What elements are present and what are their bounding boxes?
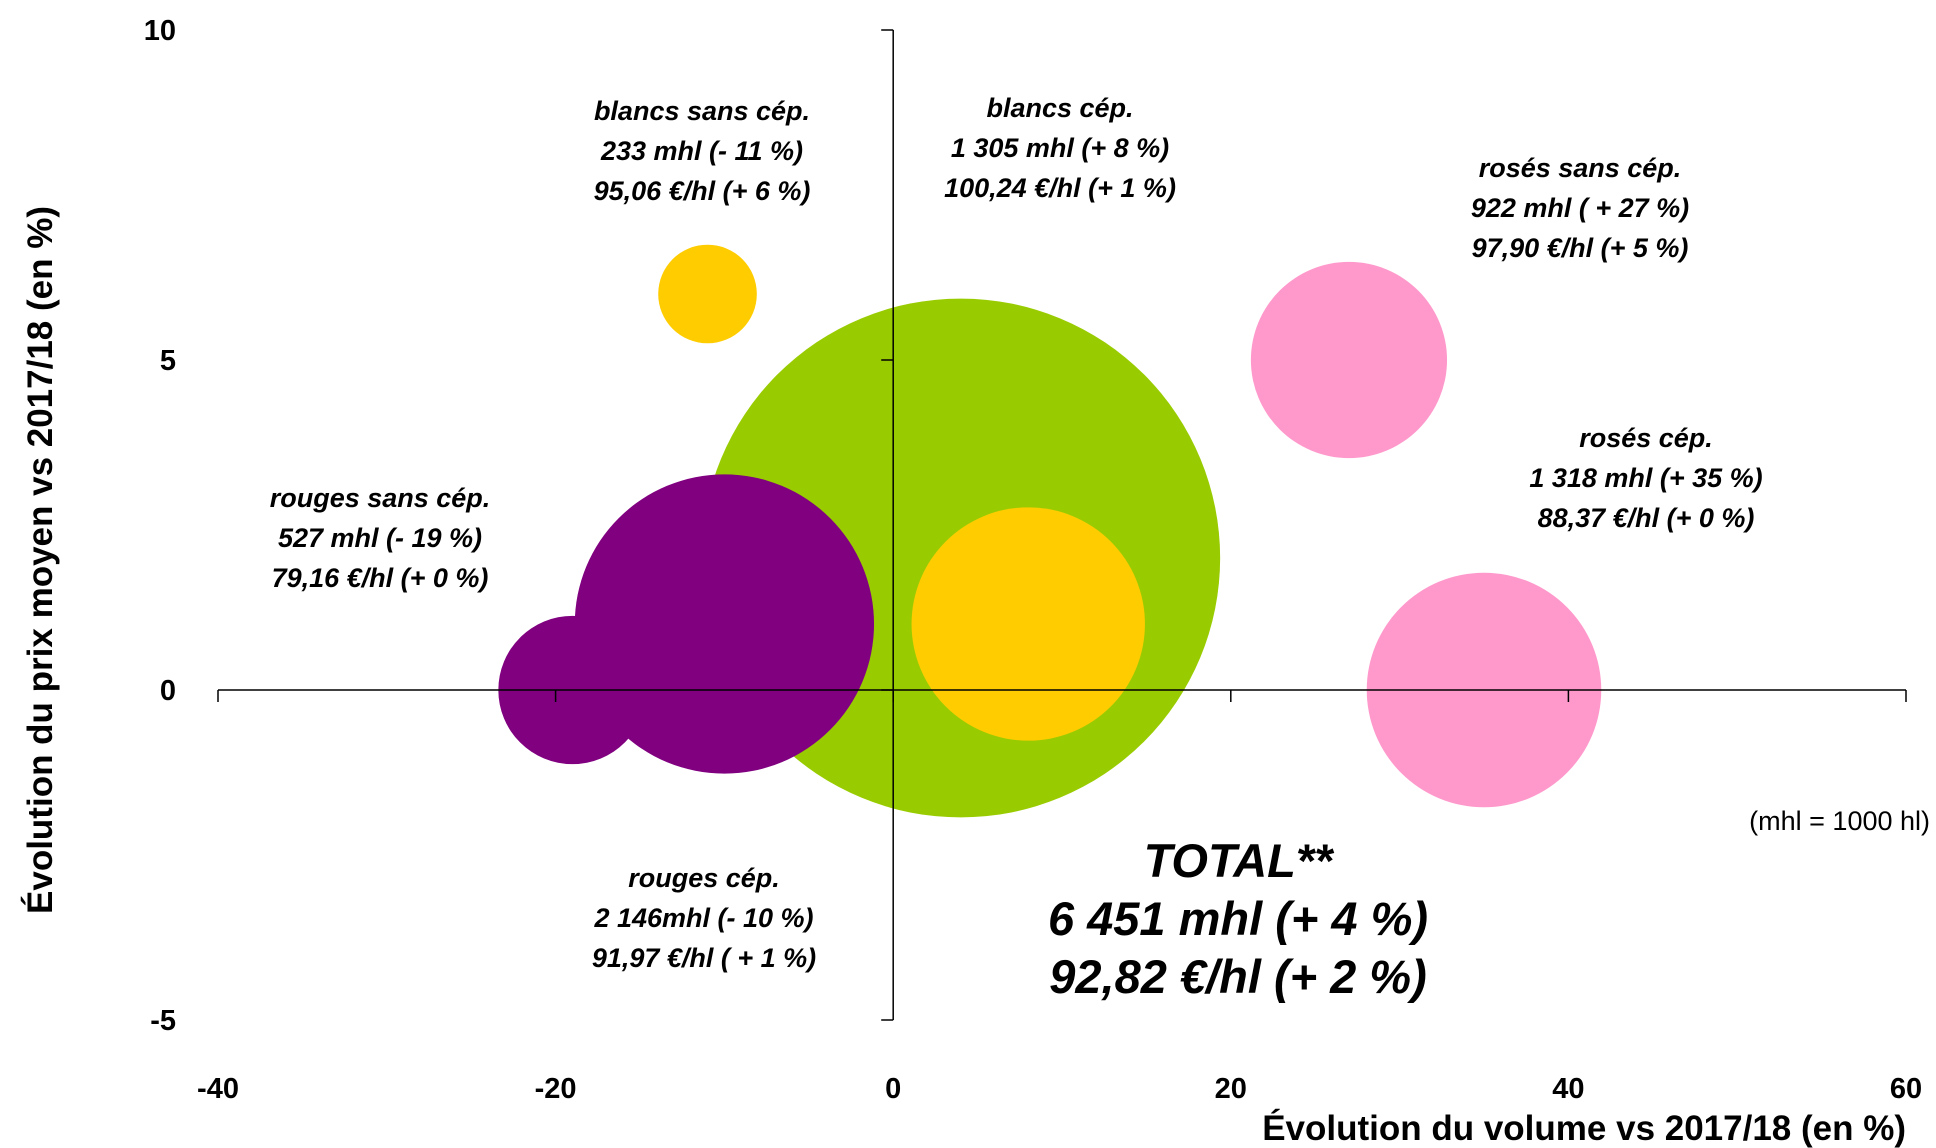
bubble <box>911 507 1145 741</box>
bubble-label: rosés sans cép. 922 mhl ( + 27 %) 97,90 €/… <box>1471 153 1689 263</box>
bubble-label-line: 79,16 €/hl (+ 0 %) <box>272 563 489 593</box>
x-tick-label: -40 <box>197 1073 239 1105</box>
bubble-label-layer: TOTAL** 6 451 mhl (+ 4 %) 92,82 €/hl (+ 2 … <box>270 93 1763 1003</box>
bubble-label-line: 95,06 €/hl (+ 6 %) <box>594 176 811 206</box>
bubble <box>1250 261 1448 459</box>
bubble-label: TOTAL** 6 451 mhl (+ 4 %) 92,82 €/hl (+ 2 … <box>1048 834 1428 1003</box>
bubble-label-line: blancs sans cép. <box>594 96 810 126</box>
bubble-label-line: blancs cép. <box>986 93 1133 123</box>
bubble-label: rosés cép. 1 318 mhl (+ 35 %) 88,37 €/hl (… <box>1529 423 1762 533</box>
x-tick-label: 20 <box>1215 1073 1247 1105</box>
bubble-label-line: 1 318 mhl (+ 35 %) <box>1529 463 1762 493</box>
x-tick-label: 60 <box>1890 1073 1922 1105</box>
bubble-label-line: 92,82 €/hl (+ 2 %) <box>1049 950 1427 1003</box>
bubble-label-line: 1 305 mhl (+ 8 %) <box>951 133 1169 163</box>
bubble-label-line: 100,24 €/hl (+ 1 %) <box>944 173 1176 203</box>
bubble-label-line: 6 451 mhl (+ 4 %) <box>1048 892 1428 945</box>
y-tick-label: 0 <box>160 675 176 707</box>
bubble <box>574 474 875 774</box>
x-axis-title: Évolution du volume vs 2017/18 (en %) <box>1262 1108 1906 1148</box>
y-axis-title: Évolution du prix moyen vs 2017/18 (en %… <box>20 206 60 914</box>
bubble-label-line: 97,90 €/hl (+ 5 %) <box>1472 233 1689 263</box>
unit-note: (mhl = 1000 hl) <box>1749 806 1930 836</box>
axes <box>218 30 1906 1020</box>
bubble-label-line: TOTAL** <box>1144 834 1336 887</box>
y-tick-label: -5 <box>150 1005 176 1037</box>
bubble-label-line: 91,97 €/hl ( + 1 %) <box>592 943 816 973</box>
bubble-label-line: 233 mhl (- 11 %) <box>600 136 803 166</box>
bubble-label-line: rouges cép. <box>628 863 780 893</box>
bubble-label-line: 2 146mhl (- 10 %) <box>593 903 813 933</box>
x-tick-label: 40 <box>1552 1073 1584 1105</box>
bubble-layer <box>498 244 1602 818</box>
bubble-label-line: 88,37 €/hl (+ 0 %) <box>1538 503 1755 533</box>
y-tick-label: 5 <box>160 345 176 377</box>
bubble-label-line: 922 mhl ( + 27 %) <box>1471 193 1689 223</box>
bubble-label-line: rouges sans cép. <box>270 483 491 513</box>
y-tick-label: 10 <box>144 15 176 47</box>
bubble-label-line: rosés sans cép. <box>1479 153 1682 183</box>
bubble-label: rouges sans cép. 527 mhl (- 19 %) 79,16 €/… <box>270 483 491 593</box>
bubble-label: blancs sans cép. 233 mhl (- 11 %) 95,06 €/… <box>594 96 811 206</box>
x-tick-label: 0 <box>885 1073 901 1105</box>
tick-layer: -40 -20 0 20 40 60 10 5 0 -5 <box>144 15 1922 1105</box>
bubble-label-line: rosés cép. <box>1579 423 1713 453</box>
x-tick-label: -20 <box>535 1073 577 1105</box>
bubble <box>658 244 757 344</box>
bubble-label: blancs cép. 1 305 mhl (+ 8 %) 100,24 €/hl … <box>944 93 1176 203</box>
bubble-label: rouges cép. 2 146mhl (- 10 %) 91,97 €/hl (… <box>592 863 816 973</box>
bubble-label-line: 527 mhl (- 19 %) <box>278 523 482 553</box>
